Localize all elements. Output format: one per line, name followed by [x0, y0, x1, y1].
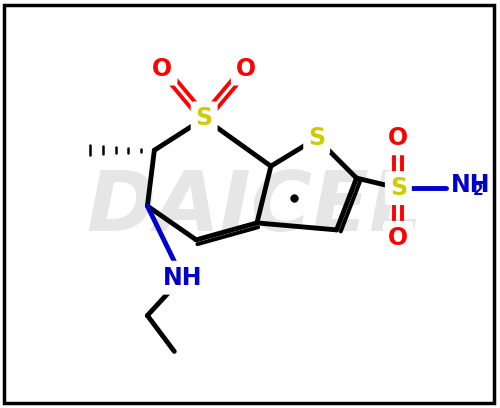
- Text: S: S: [307, 125, 326, 151]
- Text: NH: NH: [162, 266, 202, 290]
- Text: DAICEL: DAICEL: [86, 167, 422, 248]
- Text: O: O: [387, 225, 409, 251]
- Text: S: S: [308, 126, 326, 150]
- Text: O: O: [234, 55, 257, 82]
- Text: NH: NH: [451, 173, 490, 197]
- Text: O: O: [236, 57, 256, 80]
- Text: S: S: [194, 105, 214, 131]
- Text: O: O: [388, 226, 408, 250]
- Text: NH: NH: [160, 265, 204, 290]
- Text: S: S: [390, 176, 407, 200]
- Text: S: S: [196, 106, 212, 130]
- Text: O: O: [151, 55, 174, 82]
- Text: 2: 2: [473, 182, 484, 197]
- Text: O: O: [387, 125, 409, 151]
- Text: O: O: [388, 126, 408, 150]
- Text: S: S: [389, 175, 408, 201]
- Text: O: O: [152, 57, 172, 80]
